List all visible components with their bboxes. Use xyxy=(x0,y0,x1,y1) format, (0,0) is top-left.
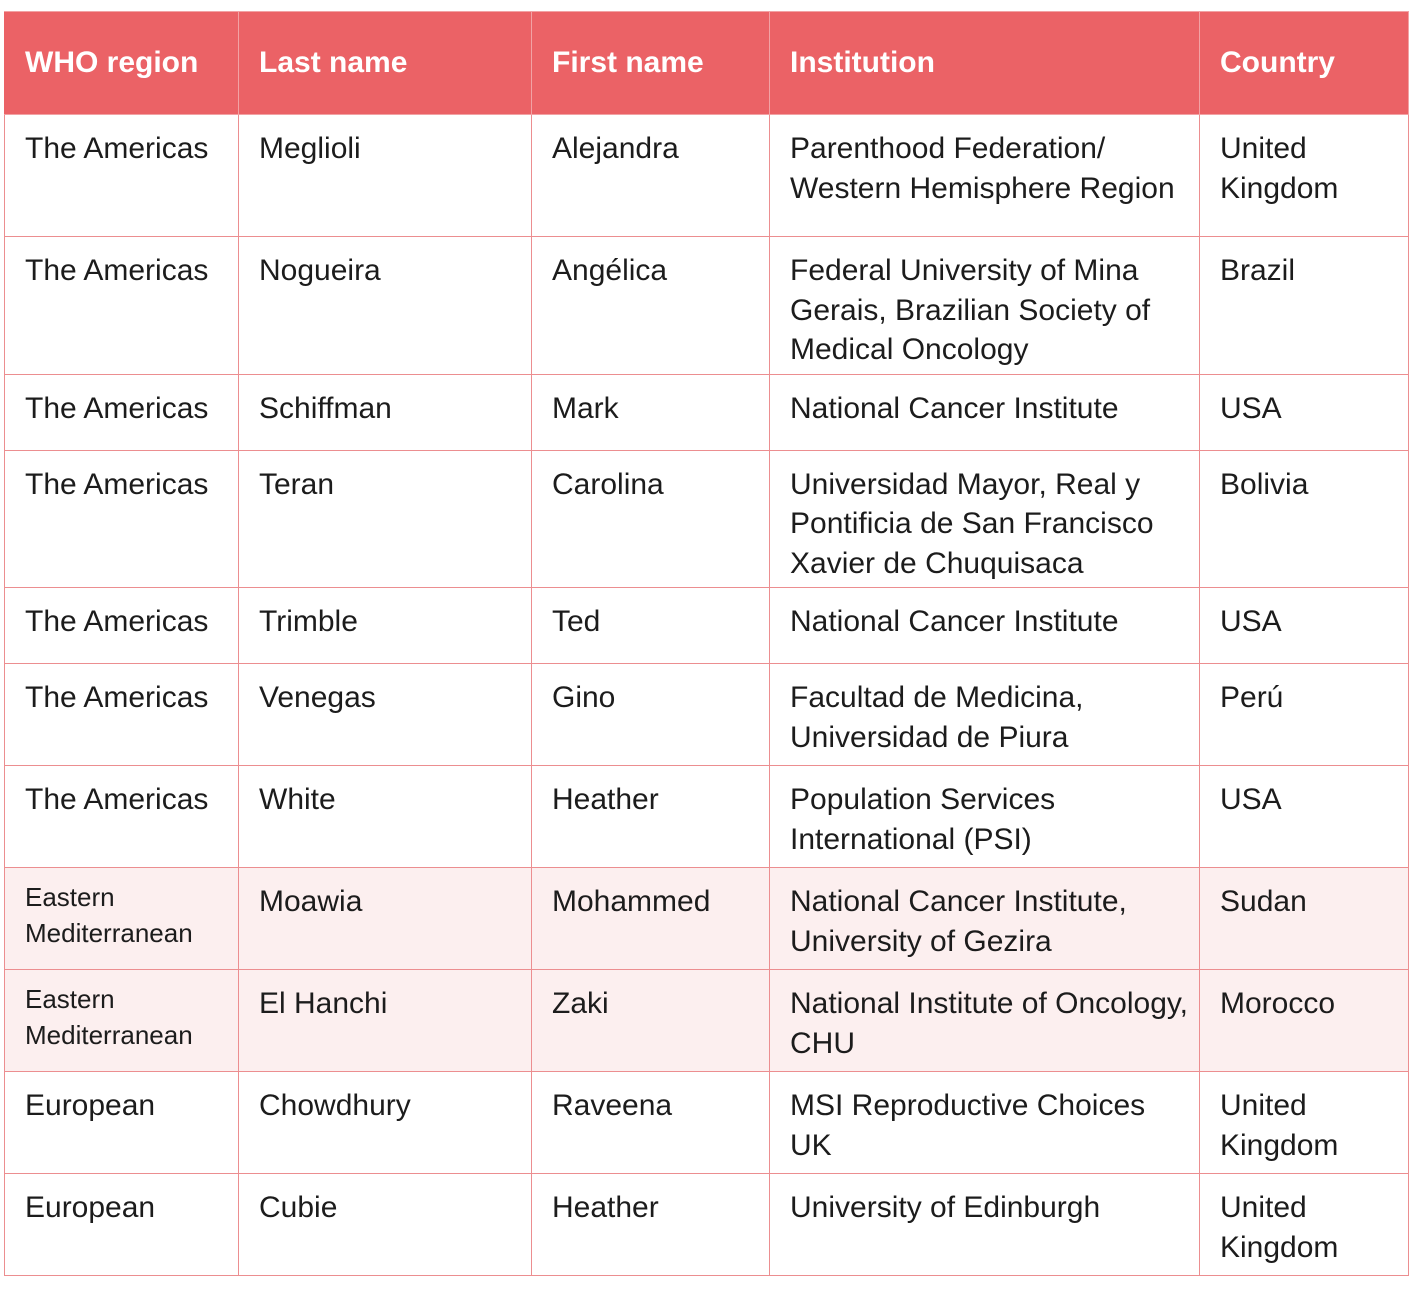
cell-institution: Population Services International (PSI) xyxy=(769,765,1200,868)
cell-last-name: Teran xyxy=(238,449,532,588)
header-last-name: Last name xyxy=(238,11,532,115)
cell-country: USA xyxy=(1199,373,1409,451)
cell-country: United Kingdom xyxy=(1199,1173,1409,1276)
cell-last-name: Schiffman xyxy=(238,373,532,451)
cell-first-name: Heather xyxy=(531,765,770,868)
cell-last-name: Nogueira xyxy=(238,236,532,375)
table-row: The Americas Venegas Gino Facultad de Me… xyxy=(4,663,1409,766)
cell-region: European xyxy=(4,1173,239,1276)
cell-last-name: Trimble xyxy=(238,587,532,664)
cell-country: Bolivia xyxy=(1199,449,1409,588)
header-who-region: WHO region xyxy=(4,11,239,115)
cell-last-name: Cubie xyxy=(238,1173,532,1276)
cell-institution: National Cancer Institute xyxy=(769,373,1200,451)
cell-institution: Parenthood Federation/ Western Hemispher… xyxy=(769,114,1200,237)
cell-first-name: Mark xyxy=(531,373,770,451)
cell-first-name: Alejandra xyxy=(531,114,770,237)
cell-first-name: Zaki xyxy=(531,969,770,1072)
cell-last-name: White xyxy=(238,765,532,868)
cell-first-name: Carolina xyxy=(531,449,770,588)
cell-first-name: Angélica xyxy=(531,236,770,375)
table-row: The Americas Schiffman Mark National Can… xyxy=(4,373,1409,451)
table-row: European Cubie Heather University of Edi… xyxy=(4,1173,1409,1276)
table-row: The Americas Meglioli Alejandra Parentho… xyxy=(4,114,1409,237)
cell-last-name: El Hanchi xyxy=(238,969,532,1072)
cell-region: The Americas xyxy=(4,765,239,868)
cell-country: Morocco xyxy=(1199,969,1409,1072)
cell-institution: National Institute of Oncology, CHU xyxy=(769,969,1200,1072)
cell-first-name: Ted xyxy=(531,587,770,664)
table-row: European Chowdhury Raveena MSI Reproduct… xyxy=(4,1071,1409,1174)
cell-institution: National Cancer Institute, University of… xyxy=(769,867,1200,970)
cell-region: The Americas xyxy=(4,114,239,237)
cell-region: The Americas xyxy=(4,373,239,451)
cell-country: Perú xyxy=(1199,663,1409,766)
header-institution: Institution xyxy=(769,11,1200,115)
cell-last-name: Chowdhury xyxy=(238,1071,532,1174)
table-row: The Americas Teran Carolina Universidad … xyxy=(4,449,1409,588)
cell-region: The Americas xyxy=(4,663,239,766)
cell-first-name: Raveena xyxy=(531,1071,770,1174)
cell-last-name: Moawia xyxy=(238,867,532,970)
cell-first-name: Gino xyxy=(531,663,770,766)
header-country: Country xyxy=(1199,11,1409,115)
table-header: WHO region Last name First name Institut… xyxy=(4,11,1409,115)
header-first-name: First name xyxy=(531,11,770,115)
cell-first-name: Heather xyxy=(531,1173,770,1276)
cell-institution: University of Edinburgh xyxy=(769,1173,1200,1276)
table-row: The Americas Nogueira Angélica Federal U… xyxy=(4,236,1409,375)
table-body: The Americas Meglioli Alejandra Parentho… xyxy=(4,114,1409,1276)
cell-country: USA xyxy=(1199,765,1409,868)
cell-last-name: Meglioli xyxy=(238,114,532,237)
header-row: WHO region Last name First name Institut… xyxy=(4,11,1409,115)
cell-country: United Kingdom xyxy=(1199,114,1409,237)
cell-country: Brazil xyxy=(1199,236,1409,375)
contributors-table: WHO region Last name First name Institut… xyxy=(4,11,1409,1276)
cell-region: European xyxy=(4,1071,239,1174)
table-row: The Americas Trimble Ted National Cancer… xyxy=(4,587,1409,664)
cell-region: Eastern Mediterranean xyxy=(4,969,239,1072)
cell-institution: National Cancer Institute xyxy=(769,587,1200,664)
table-row: Eastern Mediterranean El Hanchi Zaki Nat… xyxy=(4,969,1409,1072)
cell-last-name: Venegas xyxy=(238,663,532,766)
cell-country: United Kingdom xyxy=(1199,1071,1409,1174)
table-row: Eastern Mediterranean Moawia Mohammed Na… xyxy=(4,867,1409,970)
cell-country: USA xyxy=(1199,587,1409,664)
cell-institution: Facultad de Medicina, Universidad de Piu… xyxy=(769,663,1200,766)
cell-institution: MSI Reproductive Choices UK xyxy=(769,1071,1200,1174)
table-row: The Americas White Heather Population Se… xyxy=(4,765,1409,868)
cell-region: Eastern Mediterranean xyxy=(4,867,239,970)
cell-institution: Federal University of Mina Gerais, Brazi… xyxy=(769,236,1200,375)
cell-region: The Americas xyxy=(4,587,239,664)
cell-region: The Americas xyxy=(4,236,239,375)
cell-first-name: Mohammed xyxy=(531,867,770,970)
cell-country: Sudan xyxy=(1199,867,1409,970)
cell-region: The Americas xyxy=(4,449,239,588)
cell-institution: Universidad Mayor, Real y Pontificia de … xyxy=(769,449,1200,588)
